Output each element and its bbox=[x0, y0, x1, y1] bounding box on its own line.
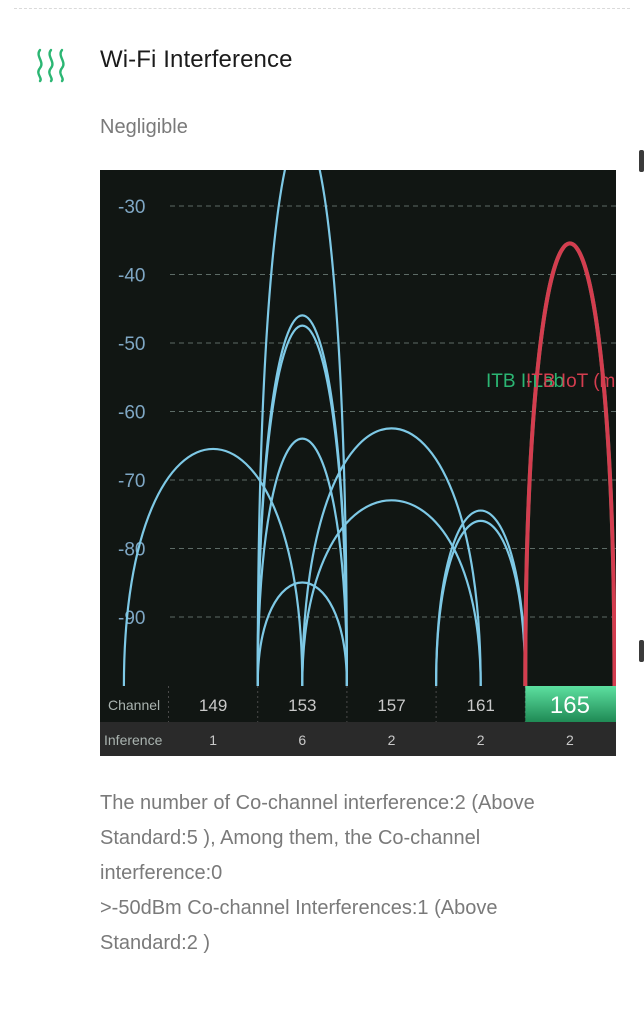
inference-count: 2 bbox=[477, 732, 485, 748]
top-divider bbox=[14, 8, 630, 9]
channel-label: 153 bbox=[288, 696, 316, 715]
inference-count: 2 bbox=[388, 732, 396, 748]
y-tick-label: -80 bbox=[118, 540, 145, 561]
signal-curve bbox=[523, 241, 616, 687]
signal-curve bbox=[301, 427, 482, 687]
signal-curve bbox=[256, 324, 348, 687]
ssid-label: ITB I-Lab bbox=[486, 371, 564, 392]
inference-row-bg bbox=[100, 722, 616, 756]
y-tick-label: -90 bbox=[118, 608, 145, 629]
interference-status: Negligible bbox=[100, 116, 188, 138]
description-line: >-50dBm Co-channel Interferences:1 (Abov… bbox=[100, 897, 498, 919]
inference-count: 6 bbox=[298, 732, 306, 748]
signal-curve bbox=[523, 241, 616, 687]
inference-count: 1 bbox=[209, 732, 217, 748]
channel-label: 157 bbox=[377, 696, 405, 715]
y-tick-label: -50 bbox=[118, 334, 145, 355]
wifi-interference-chart: -30 -40 -50 -60 -70 -80 -90 ITB I-Lab ITB IoT (m… bbox=[100, 170, 616, 756]
heat-waves-icon bbox=[37, 48, 65, 83]
scroll-indicator bbox=[639, 150, 644, 172]
channel-label: 161 bbox=[467, 696, 495, 715]
signal-curve bbox=[301, 499, 482, 687]
channel-label: 165 bbox=[550, 692, 590, 719]
inference-count: 2 bbox=[566, 732, 574, 748]
interference-description: The number of Co-channel interference:2 … bbox=[100, 786, 620, 961]
row-label-channel: Channel bbox=[108, 697, 160, 713]
section-title: Wi-Fi Interference bbox=[100, 46, 293, 73]
signal-curve bbox=[256, 581, 348, 687]
signal-curve bbox=[122, 448, 304, 687]
description-line: interference:0 bbox=[100, 862, 223, 884]
signal-curve bbox=[256, 170, 348, 687]
description-line: Standard:2 ) bbox=[100, 932, 211, 954]
scroll-indicator bbox=[639, 640, 644, 662]
y-tick-label: -70 bbox=[118, 471, 145, 492]
row-label-inference: Inference bbox=[104, 732, 163, 748]
ssid-label: ITB IoT (m bbox=[526, 371, 615, 392]
signal-curve bbox=[435, 519, 527, 687]
channel-label: 149 bbox=[199, 696, 227, 715]
description-line: The number of Co-channel interference:2 … bbox=[100, 792, 535, 814]
selected-channel-highlight bbox=[525, 686, 616, 722]
y-tick-label: -40 bbox=[118, 266, 145, 287]
y-tick-label: -60 bbox=[118, 403, 145, 424]
description-line: Standard:5 ), Among them, the Co-channel bbox=[100, 827, 481, 849]
signal-curve bbox=[256, 437, 348, 687]
y-tick-label: -30 bbox=[118, 197, 145, 218]
